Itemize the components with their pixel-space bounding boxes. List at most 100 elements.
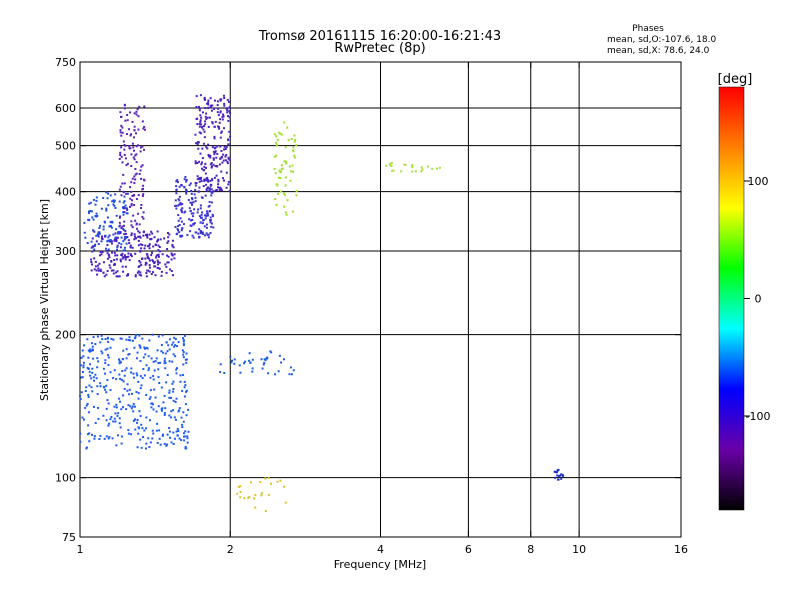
data-point [211, 215, 214, 218]
data-point [86, 338, 89, 341]
data-point [123, 103, 126, 106]
data-point [420, 166, 423, 169]
data-point [118, 232, 121, 235]
data-point [124, 119, 127, 122]
data-point [116, 248, 119, 251]
data-point [109, 239, 112, 242]
data-point [214, 165, 217, 168]
data-point [122, 173, 125, 176]
data-point [141, 337, 144, 340]
data-point [160, 274, 163, 277]
data-point [166, 241, 169, 244]
data-point [114, 232, 117, 235]
data-point [179, 380, 182, 383]
data-point [295, 144, 298, 147]
data-point [125, 338, 128, 341]
data-point [158, 246, 161, 249]
data-point [96, 273, 99, 276]
data-point [194, 162, 197, 165]
data-point [149, 376, 152, 379]
data-point [213, 125, 216, 128]
data-point [130, 190, 133, 193]
data-point [129, 253, 132, 256]
data-point [180, 211, 183, 214]
data-point [175, 192, 178, 195]
data-point [122, 227, 125, 230]
data-point [261, 367, 264, 370]
data-point [174, 344, 177, 347]
data-point [120, 155, 123, 158]
data-point [228, 116, 231, 119]
data-point [106, 354, 109, 357]
data-point [205, 215, 208, 218]
data-point [86, 242, 89, 245]
data-point [88, 350, 91, 353]
data-point [91, 371, 94, 374]
data-point [196, 140, 199, 143]
data-point [212, 190, 215, 193]
data-point [217, 178, 220, 181]
data-point [135, 237, 138, 240]
data-point [231, 359, 234, 362]
data-point [85, 386, 88, 389]
data-point [115, 406, 118, 409]
data-point [165, 341, 168, 344]
data-point [114, 420, 117, 423]
data-point [165, 271, 168, 274]
data-point [178, 407, 181, 410]
data-point [98, 438, 101, 441]
data-point [151, 260, 154, 263]
data-point [555, 471, 558, 474]
data-point [198, 186, 201, 189]
data-point [133, 112, 136, 115]
data-point [204, 217, 207, 220]
data-point [176, 181, 179, 184]
data-point [123, 182, 126, 185]
data-point [120, 115, 123, 118]
data-point [225, 145, 228, 148]
data-point [143, 105, 146, 108]
data-point [91, 237, 94, 240]
data-point [195, 142, 198, 145]
data-point [137, 244, 140, 247]
data-point [111, 437, 114, 440]
data-point [94, 265, 97, 268]
data-point [209, 156, 212, 159]
data-point [213, 176, 216, 179]
data-point [291, 164, 294, 167]
data-point [133, 182, 136, 185]
data-point [135, 334, 138, 337]
data-point [177, 219, 180, 222]
data-point [190, 224, 193, 227]
data-point [89, 349, 92, 352]
data-point [138, 273, 141, 276]
data-point [95, 196, 98, 199]
data-point [123, 374, 126, 377]
data-point [229, 135, 232, 138]
data-point [137, 432, 140, 435]
data-point [116, 254, 119, 257]
data-point [220, 131, 223, 134]
data-point [216, 165, 219, 168]
data-point [110, 240, 113, 243]
data-point [124, 157, 127, 160]
data-point [149, 389, 152, 392]
data-point [124, 249, 127, 252]
data-point [146, 245, 149, 248]
data-point [160, 408, 163, 411]
data-point [166, 232, 169, 235]
x-tick-label: 16 [674, 543, 688, 556]
data-point [227, 138, 230, 141]
data-point [97, 231, 100, 234]
data-point [205, 179, 208, 182]
colorbar-tick-label: -100 [746, 410, 771, 423]
data-point [140, 165, 143, 168]
data-point [221, 118, 224, 121]
data-point [124, 204, 127, 207]
data-point [95, 212, 98, 215]
data-point [209, 221, 212, 224]
data-point [188, 184, 191, 187]
data-point [187, 430, 190, 433]
data-point [182, 338, 185, 341]
data-point [286, 199, 289, 202]
